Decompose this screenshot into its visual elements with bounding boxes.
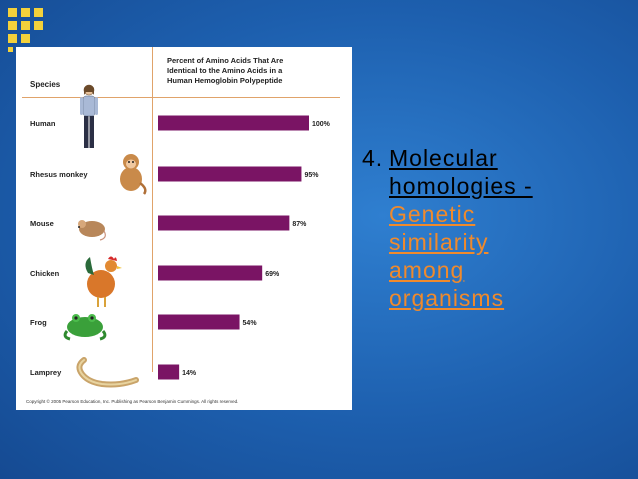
title-line-2: homologies - bbox=[389, 173, 533, 199]
logo-squares-icon bbox=[8, 8, 54, 54]
figure-panel: Species Percent of Amino Acids That Are … bbox=[16, 47, 352, 410]
bar bbox=[158, 265, 263, 281]
frog-icon bbox=[63, 314, 107, 341]
mouse-icon bbox=[78, 220, 106, 241]
chicken-icon bbox=[85, 256, 122, 307]
percent-header: Percent of Amino Acids That Are Identica… bbox=[167, 56, 284, 85]
value-label: 69% bbox=[265, 271, 280, 278]
lamprey-icon bbox=[76, 357, 139, 388]
category-label: Frog bbox=[30, 318, 47, 327]
category-label: Lamprey bbox=[30, 368, 62, 377]
bar bbox=[158, 115, 309, 131]
value-label: 54% bbox=[243, 320, 258, 327]
value-label: 14% bbox=[182, 370, 197, 377]
copyright-notice: Copyright © 2005 Pearson Education, Inc.… bbox=[26, 399, 239, 404]
bar bbox=[158, 314, 240, 330]
title-line-1: Molecular bbox=[389, 145, 498, 171]
species-header: Species bbox=[30, 80, 61, 89]
category-label: Human bbox=[30, 119, 56, 128]
category-label: Chicken bbox=[30, 269, 60, 278]
rhesus-monkey-icon bbox=[120, 154, 147, 195]
subtitle-line-1[interactable]: Genetic bbox=[389, 201, 476, 227]
hemoglobin-bar-chart: Human 100% Rhesus monkey 95% Mouse 87% Chicken… bbox=[30, 115, 331, 380]
value-label: 100% bbox=[312, 121, 331, 128]
item-number: 4. bbox=[362, 145, 384, 171]
value-label: 87% bbox=[292, 221, 307, 228]
value-label: 95% bbox=[304, 172, 319, 179]
subtitle-line-3[interactable]: among bbox=[389, 257, 465, 283]
slide-subtitle-link[interactable]: Genetic similarity among organisms bbox=[389, 200, 504, 312]
subtitle-line-4[interactable]: organisms bbox=[389, 285, 505, 311]
category-label: Rhesus monkey bbox=[30, 170, 88, 179]
column-divider bbox=[152, 47, 153, 372]
bar bbox=[158, 364, 180, 380]
bar bbox=[158, 166, 302, 182]
header-divider bbox=[22, 97, 340, 98]
category-label: Mouse bbox=[30, 219, 54, 228]
slide-title: Molecular homologies - bbox=[389, 144, 533, 200]
subtitle-line-2[interactable]: similarity bbox=[389, 229, 489, 255]
bar bbox=[158, 215, 290, 231]
human-icon bbox=[80, 84, 98, 148]
